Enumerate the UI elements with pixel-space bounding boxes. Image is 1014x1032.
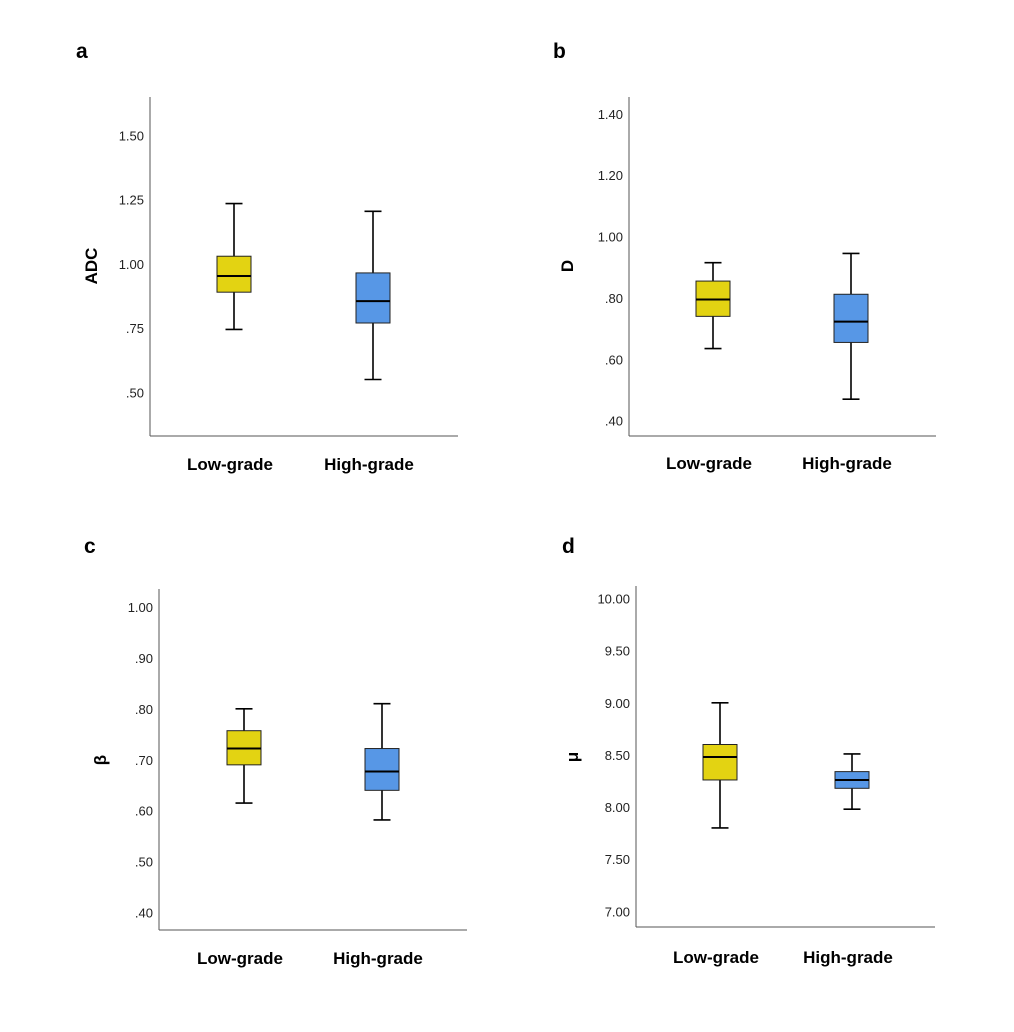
category-label-low-grade: Low-grade — [666, 454, 752, 473]
box-low-grade — [216, 255, 252, 293]
category-label-high-grade: High-grade — [802, 454, 892, 473]
y-tick-label: 7.50 — [605, 852, 630, 867]
category-label-low-grade: Low-grade — [197, 949, 283, 968]
y-tick-label: 9.00 — [605, 696, 630, 711]
y-tick-label: .80 — [605, 291, 623, 306]
box-high-grade — [355, 272, 391, 324]
y-tick-label: .75 — [126, 321, 144, 336]
y-tick-label: 1.00 — [128, 600, 153, 615]
y-tick-label: 9.50 — [605, 644, 630, 659]
panel-letter: c — [84, 535, 96, 558]
y-tick-label: .50 — [135, 855, 153, 870]
y-tick-label: 7.00 — [605, 904, 630, 919]
y-tick-label: 8.50 — [605, 748, 630, 763]
y-tick-label: 1.20 — [598, 168, 623, 183]
y-tick-label: 1.40 — [598, 107, 623, 122]
box-high-grade — [364, 748, 400, 791]
category-label-low-grade: Low-grade — [673, 948, 759, 967]
box-high-grade — [833, 293, 869, 343]
category-label-low-grade: Low-grade — [187, 455, 273, 474]
y-tick-label: .80 — [135, 702, 153, 717]
y-tick-label: .60 — [135, 804, 153, 819]
y-tick-label: .90 — [135, 651, 153, 666]
panel-letter: a — [76, 40, 88, 63]
category-label-high-grade: High-grade — [803, 948, 893, 967]
panel-letter: d — [562, 535, 575, 558]
y-tick-label: 10.00 — [597, 592, 630, 607]
category-label-high-grade: High-grade — [324, 455, 414, 474]
y-tick-label: .60 — [605, 352, 623, 367]
y-tick-label: .40 — [135, 906, 153, 921]
y-axis-label: β — [91, 755, 110, 765]
y-tick-label: 1.00 — [598, 230, 623, 245]
y-axis-label: ADC — [82, 248, 101, 285]
y-tick-label: 8.00 — [605, 800, 630, 815]
y-tick-label: .70 — [135, 753, 153, 768]
y-tick-label: 1.25 — [119, 193, 144, 208]
y-tick-label: 1.50 — [119, 129, 144, 144]
y-axis-label: μ — [563, 752, 582, 762]
panel-letter: b — [553, 40, 566, 63]
y-tick-label: .50 — [126, 385, 144, 400]
y-tick-label: 1.00 — [119, 257, 144, 272]
category-label-high-grade: High-grade — [333, 949, 423, 968]
y-tick-label: .40 — [605, 414, 623, 429]
y-axis-label: D — [558, 260, 577, 272]
box-low-grade — [702, 744, 738, 781]
